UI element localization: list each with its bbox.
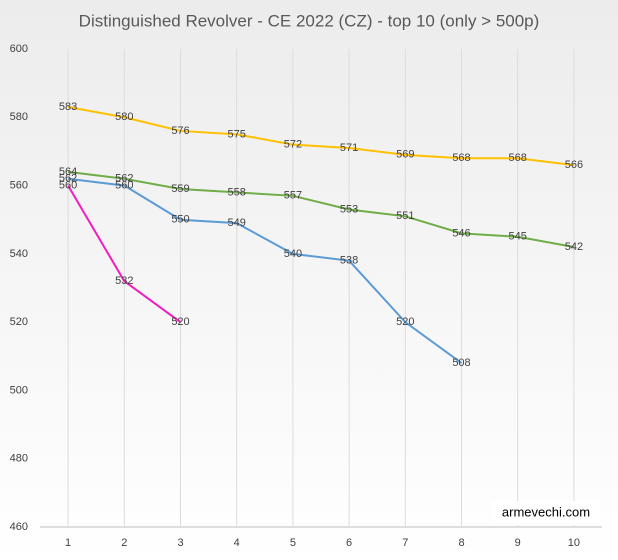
x-tick-label: 7 xyxy=(402,537,408,549)
series-line xyxy=(67,177,463,364)
data-label: 560 xyxy=(59,179,77,191)
data-label: 532 xyxy=(115,275,133,287)
y-tick-label: 480 xyxy=(10,453,28,465)
data-label: 560 xyxy=(115,179,133,191)
data-label: 557 xyxy=(284,190,302,202)
x-tick-label: 4 xyxy=(234,537,240,549)
series-line xyxy=(67,106,575,167)
lines xyxy=(67,106,575,364)
y-tick-label: 540 xyxy=(10,248,28,260)
data-label: 520 xyxy=(171,316,189,328)
series-line xyxy=(67,185,182,323)
data-label: 540 xyxy=(284,248,302,260)
data-label: 553 xyxy=(340,203,358,215)
data-label: 569 xyxy=(396,149,414,161)
data-label: 546 xyxy=(452,227,470,239)
x-tick-label: 8 xyxy=(458,537,464,549)
data-label: 508 xyxy=(452,357,470,369)
data-label: 559 xyxy=(171,183,189,195)
grid: 460 480 500 520 540 560 580 600 1 2 3 4 5 6 7 8 9 10 xyxy=(10,43,602,549)
data-label: 550 xyxy=(171,214,189,226)
data-label: 571 xyxy=(340,142,358,154)
data-label: 575 xyxy=(228,128,246,140)
y-tick-label: 460 xyxy=(10,521,28,533)
data-label: 568 xyxy=(509,152,527,164)
data-label: 538 xyxy=(340,255,358,267)
y-tick-label: 580 xyxy=(10,111,28,123)
x-tick-label: 5 xyxy=(290,537,296,549)
data-label: 566 xyxy=(565,159,583,171)
x-tick-label: 9 xyxy=(515,537,521,549)
y-tick-label: 500 xyxy=(10,384,28,396)
data-label: 576 xyxy=(171,125,189,137)
data-label: 551 xyxy=(396,210,414,222)
data-label: 549 xyxy=(228,217,246,229)
watermark: armevechi.com xyxy=(502,504,590,519)
x-tick-label: 3 xyxy=(177,537,183,549)
y-tick-label: 520 xyxy=(10,316,28,328)
data-label: 564 xyxy=(59,166,77,178)
data-label: 562 xyxy=(115,173,133,185)
data-label: 558 xyxy=(228,186,246,198)
data-label: 572 xyxy=(284,139,302,151)
x-tick-label: 1 xyxy=(65,537,71,549)
x-tick-label: 10 xyxy=(568,537,580,549)
data-label: 545 xyxy=(509,231,527,243)
data-label: 580 xyxy=(115,111,133,123)
x-tick-label: 2 xyxy=(121,537,127,549)
y-tick-label: 560 xyxy=(10,179,28,191)
x-tick-label: 6 xyxy=(346,537,352,549)
data-label: 520 xyxy=(396,316,414,328)
data-label: 568 xyxy=(452,152,470,164)
chart-title: Distinguished Revolver - CE 2022 (CZ) - … xyxy=(79,11,540,30)
series-line xyxy=(67,170,575,249)
data-label: 542 xyxy=(565,241,583,253)
watermark-box xyxy=(492,501,600,525)
y-tick-label: 600 xyxy=(10,43,28,55)
data-label: 583 xyxy=(59,101,77,113)
data-label: 562 xyxy=(59,173,77,185)
